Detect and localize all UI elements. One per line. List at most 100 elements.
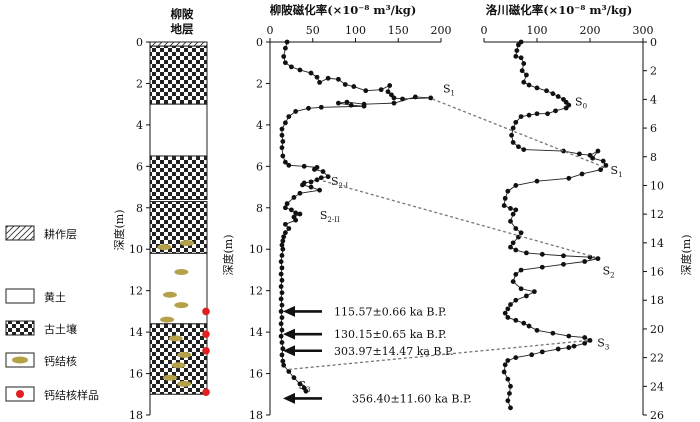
luochuan-label-s1: S1 <box>611 164 623 179</box>
luochuan-data-point <box>566 175 572 181</box>
luochuan-data-point <box>563 105 569 111</box>
column-title-line1: 柳陂 <box>171 7 194 21</box>
luochuan-y-tick-label: 26 <box>650 409 664 422</box>
age-annotations: 115.57±0.66 ka B.P. 130.15±0.65 ka B.P. 30… <box>283 305 472 405</box>
blank-box-icon <box>5 288 35 304</box>
liupo-data-point <box>279 352 285 358</box>
luochuan-data-point <box>513 317 519 323</box>
luochuan-x-tick-label: 300 <box>633 24 654 37</box>
luochuan-data-point <box>544 88 549 94</box>
luochuan-data-point <box>529 352 535 358</box>
calcrete-nodule <box>160 316 175 323</box>
column-tick-label: 16 <box>129 368 143 381</box>
liupo-data-point <box>291 375 297 381</box>
layer-loess <box>149 252 208 325</box>
liupo-data-point <box>308 184 314 190</box>
liupo-data-point <box>291 195 297 200</box>
luochuan-data-point <box>550 330 556 336</box>
liupo-data-point <box>308 70 314 76</box>
calcrete-sample-dot <box>202 330 210 338</box>
liupo-y-tick-label: 14 <box>249 326 263 339</box>
luochuan-data-point <box>508 244 513 250</box>
liupo-data-point <box>280 153 286 159</box>
liupo-y-tick-label: 6 <box>256 160 263 173</box>
luochuan-y-tick-label: 22 <box>650 352 664 365</box>
luochuan-data-point <box>587 338 593 343</box>
luochuan-data-point <box>521 79 527 85</box>
calcrete-nodule <box>168 335 183 342</box>
luochuan-y-tick-label: 0 <box>650 36 657 49</box>
luochuan-data-point <box>539 349 545 355</box>
luochuan-data-point <box>508 383 513 389</box>
luochuan-data-point <box>526 323 532 329</box>
liupo-data-point <box>325 75 331 81</box>
liupo-data-point <box>297 211 303 217</box>
luochuan-data-point <box>582 335 588 340</box>
liupo-y-tick-label: 2 <box>256 77 263 90</box>
liupo-data-point <box>391 95 397 101</box>
luochuan-y-tick-label: 4 <box>650 93 657 106</box>
column-tick-label: 6 <box>136 160 143 173</box>
luochuan-data-point <box>518 267 524 273</box>
liupo-data-point <box>308 179 314 185</box>
luochuan-data-point <box>545 111 550 117</box>
luochuan-label-s2: S2 <box>603 265 615 280</box>
liupo-data-point <box>282 205 288 211</box>
liupo-data-point <box>284 201 290 207</box>
liupo-data-point <box>318 175 324 181</box>
luochuan-data-point <box>595 148 601 154</box>
liupo-data-point <box>288 64 294 70</box>
liupo-data-point <box>284 39 290 45</box>
luochuan-curve <box>503 41 607 408</box>
luochuan-ylabel: 深度(m) <box>679 234 693 275</box>
liupo-data-point <box>280 246 286 252</box>
legend-item-paleosol: 古土壤 <box>5 320 77 336</box>
liupo-x-tick-label: 200 <box>431 24 452 37</box>
liupo-data-point <box>312 167 317 172</box>
liupo-data-point <box>297 190 303 196</box>
liupo-data-point <box>280 139 286 144</box>
stratigraphic-column: 柳陂 地层 深度(m) 0 2 4 6 8 10 12 14 16 18 <box>112 7 210 422</box>
liupo-chart-title: 柳陂磁化率(×10⁻⁸ m³/kg) <box>270 3 417 17</box>
column-tick-label: 14 <box>129 326 143 339</box>
column-depth-label: 深度(m) <box>112 209 126 250</box>
luochuan-data-point <box>505 306 511 312</box>
luochuan-data-point <box>510 140 516 145</box>
luochuan-data-point <box>505 398 511 404</box>
liupo-data-point <box>400 96 405 102</box>
legend-label-loess: 黄土 <box>44 290 66 304</box>
liupo-data-point <box>286 226 292 231</box>
liupo-y-tick-label: 18 <box>249 409 263 422</box>
luochuan-series <box>501 39 609 411</box>
column-tick-label: 8 <box>136 202 143 215</box>
luochuan-data-point <box>534 85 540 91</box>
age-label: 303.97±14.47 ka B.P. <box>334 345 454 358</box>
luochuan-data-point <box>513 247 519 253</box>
correlation-lines <box>288 98 604 371</box>
liupo-ylabel: 深度(m) <box>221 234 235 275</box>
liupo-data-point <box>278 333 284 339</box>
liupo-data-point <box>282 230 288 236</box>
column-tick-label: 18 <box>129 409 143 422</box>
luochuan-data-point <box>513 226 519 231</box>
luochuan-data-point <box>502 310 508 316</box>
luochuan-data-point <box>600 158 606 164</box>
luochuan-data-point <box>516 42 521 48</box>
luochuan-y-tick-label: 16 <box>650 266 664 279</box>
luochuan-data-point <box>508 218 513 224</box>
luochuan-data-point <box>550 91 556 97</box>
liupo-data-point <box>281 234 287 240</box>
liupo-data-point <box>387 83 393 88</box>
luochuan-data-point <box>539 251 545 257</box>
liupo-data-point <box>286 369 292 374</box>
luochuan-data-point <box>534 178 540 184</box>
calcrete-nodule <box>177 380 192 387</box>
calcrete-nodule <box>174 269 189 276</box>
calcrete-nodule <box>177 351 192 358</box>
luochuan-data-point <box>555 94 561 99</box>
luochuan-data-point <box>561 261 566 267</box>
luochuan-data-point <box>519 68 525 74</box>
luochuan-data-point <box>513 53 519 59</box>
liupo-data-point <box>351 84 357 89</box>
luochuan-data-point <box>582 259 588 264</box>
